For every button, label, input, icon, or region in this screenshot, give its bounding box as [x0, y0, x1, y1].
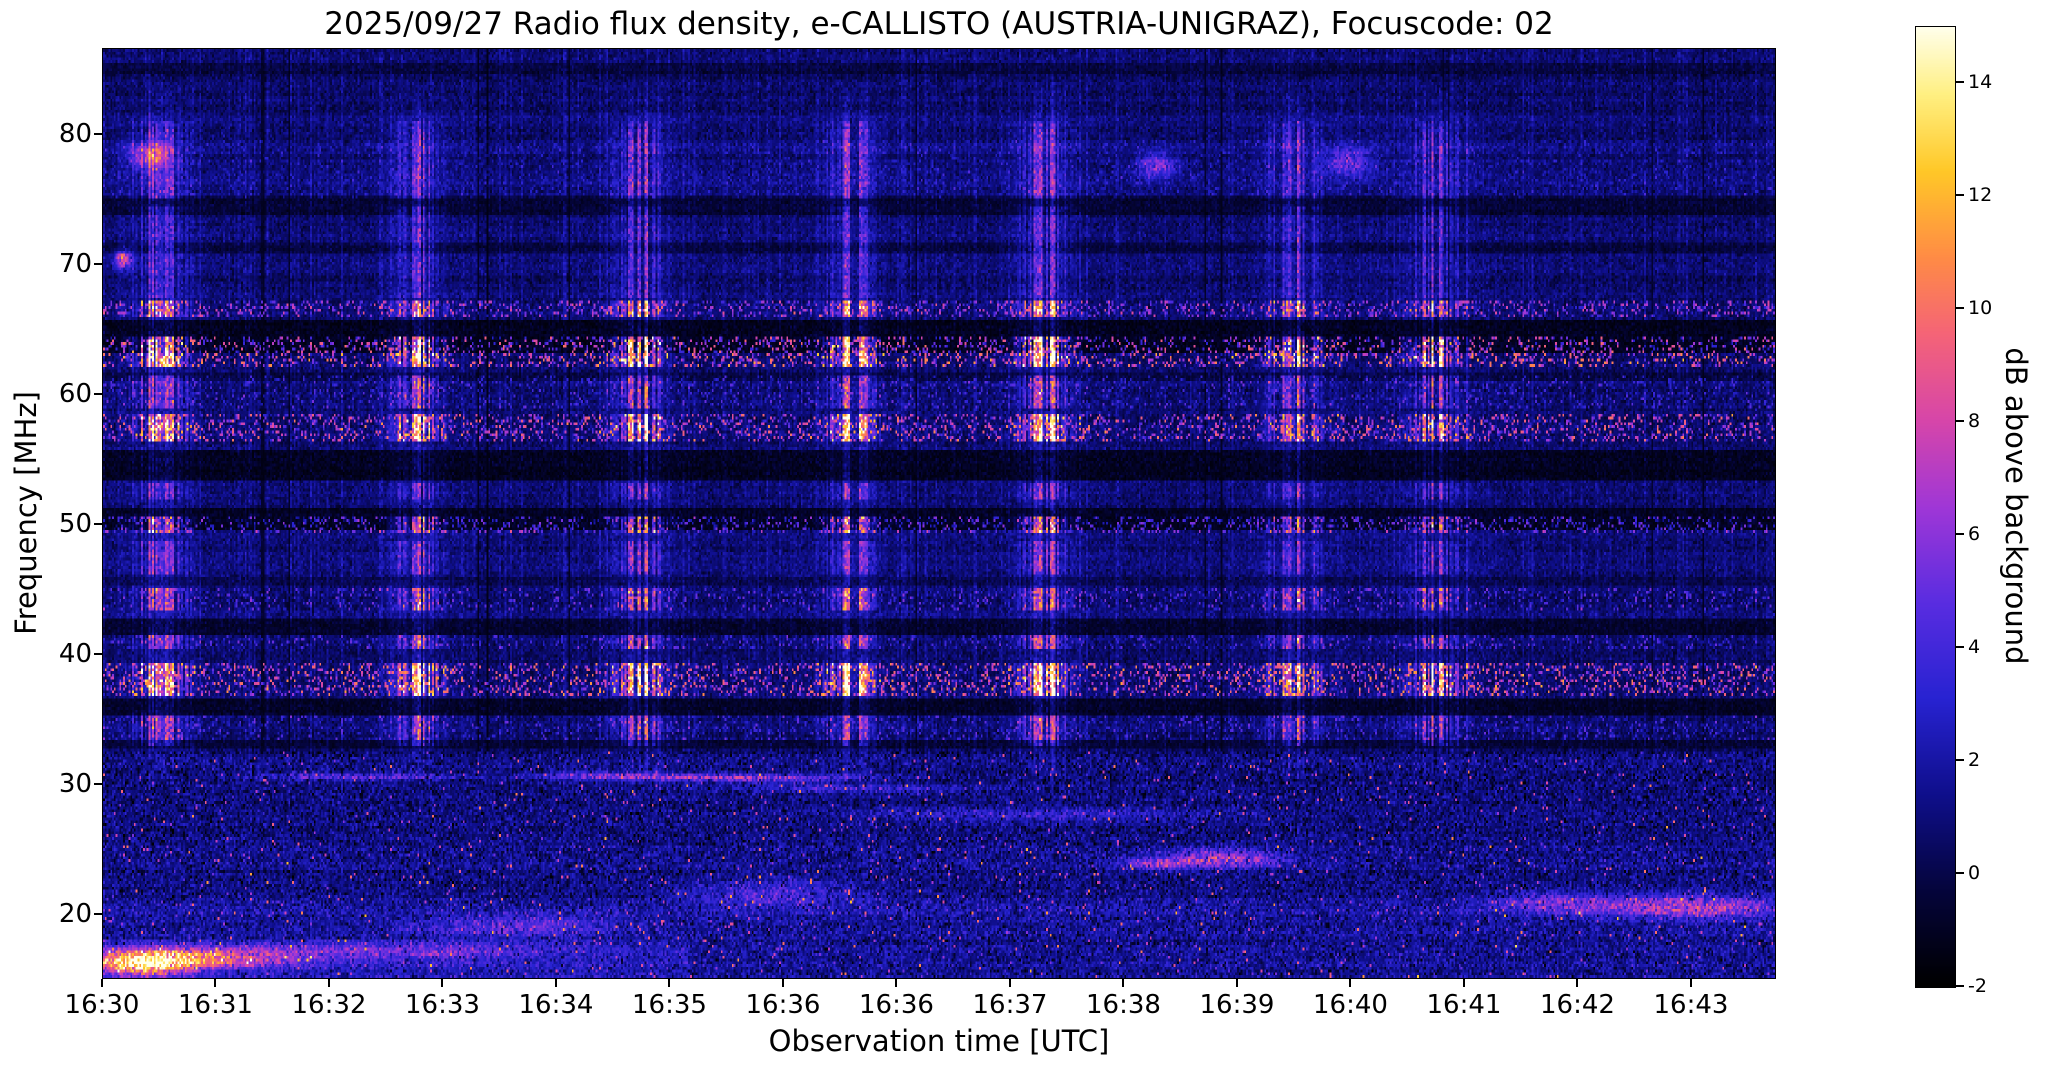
y-tick-label: 30 — [58, 768, 92, 799]
x-tick-mark — [1349, 979, 1352, 987]
colorbar-label: dB above background — [1999, 347, 2033, 665]
spectrogram-plot — [102, 48, 1776, 979]
x-tick-mark — [1122, 979, 1125, 987]
x-tick-label: 16:42 — [1539, 990, 1615, 1020]
chart-title: 2025/09/27 Radio flux density, e-CALLIST… — [324, 6, 1554, 42]
colorbar-tick-mark — [1956, 646, 1964, 649]
y-tick-label: 80 — [58, 118, 92, 149]
colorbar-tick-mark — [1956, 81, 1964, 84]
colorbar-gradient — [1916, 27, 1955, 987]
colorbar-tick-mark — [1956, 307, 1964, 310]
colorbar-tick-label: 8 — [1968, 410, 1981, 433]
x-tick-mark — [1235, 979, 1238, 987]
x-tick-mark — [327, 979, 330, 987]
x-axis-label: Observation time [UTC] — [768, 1024, 1110, 1058]
colorbar-tick-label: -2 — [1968, 975, 1987, 997]
y-tick-mark — [94, 392, 102, 395]
x-tick-mark — [1008, 979, 1011, 987]
x-tick-label: 16:33 — [405, 990, 480, 1020]
x-tick-label: 16:36 — [859, 990, 934, 1020]
x-tick-label: 16:35 — [632, 990, 707, 1020]
y-tick-mark — [94, 782, 102, 785]
x-tick-label: 16:32 — [291, 990, 367, 1020]
y-tick-label: 60 — [58, 378, 92, 409]
y-tick-mark — [94, 262, 102, 265]
colorbar-tick-mark — [1956, 194, 1964, 197]
x-tick-label: 16:31 — [178, 990, 253, 1020]
y-tick-mark — [94, 652, 102, 655]
colorbar — [1915, 26, 1956, 988]
colorbar-tick-label: 12 — [1968, 184, 1993, 207]
y-tick-mark — [94, 912, 102, 915]
x-tick-mark — [1689, 979, 1692, 987]
colorbar-tick-label: 0 — [1968, 862, 1981, 885]
x-tick-label: 16:39 — [1199, 990, 1275, 1020]
x-tick-label: 16:43 — [1653, 990, 1729, 1020]
colorbar-tick-label: 6 — [1968, 523, 1981, 546]
y-tick-label: 20 — [58, 898, 92, 929]
x-tick-mark — [668, 979, 671, 987]
y-tick-mark — [94, 522, 102, 525]
y-tick-mark — [94, 132, 102, 135]
colorbar-tick-label: 14 — [1968, 71, 1993, 94]
spectrogram-canvas — [103, 49, 1775, 978]
x-tick-mark — [781, 979, 784, 987]
x-tick-mark — [895, 979, 898, 987]
x-tick-label: 16:38 — [1086, 990, 1161, 1020]
colorbar-tick-label: 4 — [1968, 636, 1981, 659]
x-tick-mark — [554, 979, 557, 987]
colorbar-tick-mark — [1956, 985, 1964, 987]
x-tick-mark — [441, 979, 444, 987]
y-tick-label: 50 — [58, 508, 92, 539]
x-tick-label: 16:37 — [972, 990, 1048, 1020]
colorbar-tick-mark — [1956, 872, 1964, 875]
colorbar-tick-label: 10 — [1968, 297, 1993, 320]
x-tick-label: 16:34 — [518, 990, 594, 1020]
x-tick-label: 16:40 — [1313, 990, 1388, 1020]
x-tick-label: 16:36 — [745, 990, 821, 1020]
colorbar-tick-mark — [1956, 420, 1964, 423]
colorbar-tick-label: 2 — [1968, 749, 1981, 772]
y-tick-label: 70 — [58, 248, 92, 279]
x-tick-mark — [1576, 979, 1579, 987]
x-tick-mark — [101, 979, 103, 987]
colorbar-tick-mark — [1956, 759, 1964, 762]
colorbar-tick-mark — [1956, 533, 1964, 536]
x-tick-label: 16:41 — [1426, 990, 1502, 1020]
x-tick-label: 16:30 — [64, 990, 140, 1020]
x-tick-mark — [214, 979, 217, 987]
x-tick-mark — [1462, 979, 1465, 987]
y-tick-label: 40 — [58, 638, 92, 669]
